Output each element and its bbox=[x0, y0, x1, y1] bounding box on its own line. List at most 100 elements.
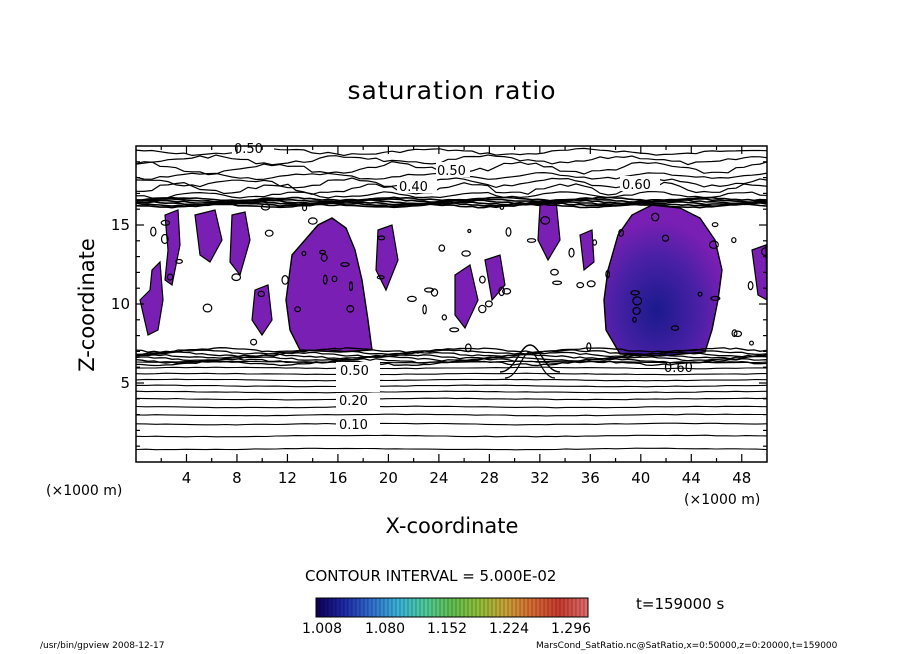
colorbar-swatch bbox=[391, 597, 397, 618]
contour-loop bbox=[576, 282, 585, 289]
contour-line bbox=[136, 405, 767, 409]
contour-loop bbox=[661, 234, 670, 242]
colorbar-swatch bbox=[543, 597, 549, 618]
colorbar-swatch bbox=[575, 597, 581, 618]
y-tick-label: 10 bbox=[110, 295, 130, 313]
time-label: t=159000 s bbox=[636, 595, 725, 613]
contour-loop bbox=[502, 287, 512, 295]
colorbar-tick-label: 1.152 bbox=[426, 621, 468, 637]
contour-line bbox=[136, 177, 767, 189]
colorbar-swatch bbox=[511, 597, 517, 618]
contour-loop bbox=[505, 227, 512, 237]
contour-line bbox=[136, 378, 767, 382]
x-tick-label: 12 bbox=[277, 469, 297, 487]
colorbar-swatch bbox=[323, 597, 329, 618]
contour-loop bbox=[160, 233, 169, 245]
colorbar-swatch bbox=[487, 597, 493, 618]
contour-loop bbox=[526, 238, 537, 243]
contour-loop bbox=[568, 247, 575, 258]
colorbar-swatch bbox=[343, 597, 349, 618]
x-tick-label: 24 bbox=[429, 469, 449, 487]
colorbar-swatch bbox=[547, 597, 553, 618]
contour-line bbox=[136, 351, 767, 358]
z-unit-label: (×1000 m) bbox=[46, 483, 123, 499]
footer-program: /usr/bin/gpview 2008-12-17 bbox=[40, 641, 165, 651]
contour-line bbox=[504, 351, 556, 379]
colorbar-swatch bbox=[579, 597, 585, 618]
region-main-right bbox=[603, 204, 723, 357]
contour-line bbox=[136, 390, 767, 394]
colorbar-swatch bbox=[483, 597, 489, 618]
contour-loop bbox=[430, 288, 439, 297]
contour-loop bbox=[670, 325, 680, 331]
contour-loop bbox=[322, 274, 328, 285]
contour-loop bbox=[618, 228, 624, 237]
footer-source: MarsCond_SatRatio.nc@SatRatio,x=0:50000,… bbox=[536, 641, 838, 651]
colorbar-swatch bbox=[551, 597, 557, 618]
x-unit-label: (×1000 m) bbox=[684, 492, 761, 508]
colorbar-swatch bbox=[539, 597, 545, 618]
contour-loop bbox=[441, 314, 447, 321]
x-tick-label: 8 bbox=[232, 469, 242, 487]
contour-label: 0.10 bbox=[339, 418, 368, 433]
contour-label: 0.50 bbox=[437, 164, 466, 179]
region-left-2 bbox=[164, 209, 181, 287]
colorbar-swatch bbox=[531, 597, 537, 618]
colorbar-swatch bbox=[491, 597, 497, 618]
colorbar-swatch bbox=[451, 597, 457, 618]
colorbar-swatch bbox=[459, 597, 465, 618]
colorbar-swatch bbox=[523, 597, 529, 618]
contour-line bbox=[136, 200, 767, 206]
supersaturation-regions bbox=[139, 199, 767, 357]
colorbar-tick-label: 1.224 bbox=[488, 621, 530, 637]
colorbar-tick-label: 1.008 bbox=[301, 621, 343, 637]
contour-loop bbox=[461, 250, 471, 257]
x-axis-label: X-coordinate bbox=[385, 514, 519, 538]
colorbar-swatch bbox=[571, 597, 577, 618]
contour-line bbox=[136, 190, 767, 199]
x-tick-label: 28 bbox=[479, 469, 499, 487]
colorbar-swatch bbox=[379, 597, 385, 618]
colorbar-swatch bbox=[503, 597, 509, 618]
contour-loop bbox=[320, 253, 328, 262]
region-left-1 bbox=[139, 260, 164, 336]
contour-loop bbox=[250, 338, 258, 346]
colorbar-swatch bbox=[383, 597, 389, 618]
contour-loop bbox=[377, 235, 386, 241]
contour-line bbox=[136, 203, 767, 209]
colorbar-swatch bbox=[339, 597, 345, 618]
colorbar-swatch bbox=[319, 597, 325, 618]
contour-loop bbox=[307, 217, 318, 225]
colorbar-tick-label: 1.080 bbox=[364, 621, 406, 637]
contour-loop bbox=[651, 212, 660, 222]
y-tick-label: 5 bbox=[120, 374, 130, 392]
x-tick-label: 48 bbox=[732, 469, 752, 487]
contour-labels: 0.50 0.50 0.40 0.60 0.50 0.60 0.20 0.10 bbox=[232, 140, 693, 433]
colorbar-swatch bbox=[559, 597, 565, 618]
contour-line bbox=[136, 201, 767, 208]
colorbar-swatch bbox=[563, 597, 569, 618]
contour-loop bbox=[630, 290, 640, 296]
colorbar-swatch bbox=[375, 597, 381, 618]
colorbar-swatch bbox=[403, 597, 409, 618]
contour-label: 0.50 bbox=[234, 142, 263, 157]
contour-loop bbox=[479, 275, 486, 284]
x-tick-label: 4 bbox=[181, 469, 192, 487]
contour-line bbox=[136, 147, 767, 157]
contour-loop bbox=[301, 250, 307, 257]
contour-label: 0.60 bbox=[622, 178, 651, 193]
region-mid-2 bbox=[454, 264, 479, 330]
contour-loop bbox=[231, 273, 242, 282]
contour-loop bbox=[552, 280, 563, 286]
contour-loop bbox=[264, 229, 274, 237]
contour-loop bbox=[586, 342, 592, 352]
contour-loop bbox=[731, 329, 738, 338]
contour-line bbox=[136, 397, 767, 401]
colorbar-swatch bbox=[475, 597, 481, 618]
colorbar-swatch bbox=[331, 597, 337, 618]
colorbar-swatch bbox=[415, 597, 421, 618]
colorbar-swatch bbox=[407, 597, 413, 618]
contour-loop bbox=[592, 239, 598, 246]
contour-loop bbox=[586, 280, 596, 288]
region-mid-3 bbox=[484, 254, 506, 302]
